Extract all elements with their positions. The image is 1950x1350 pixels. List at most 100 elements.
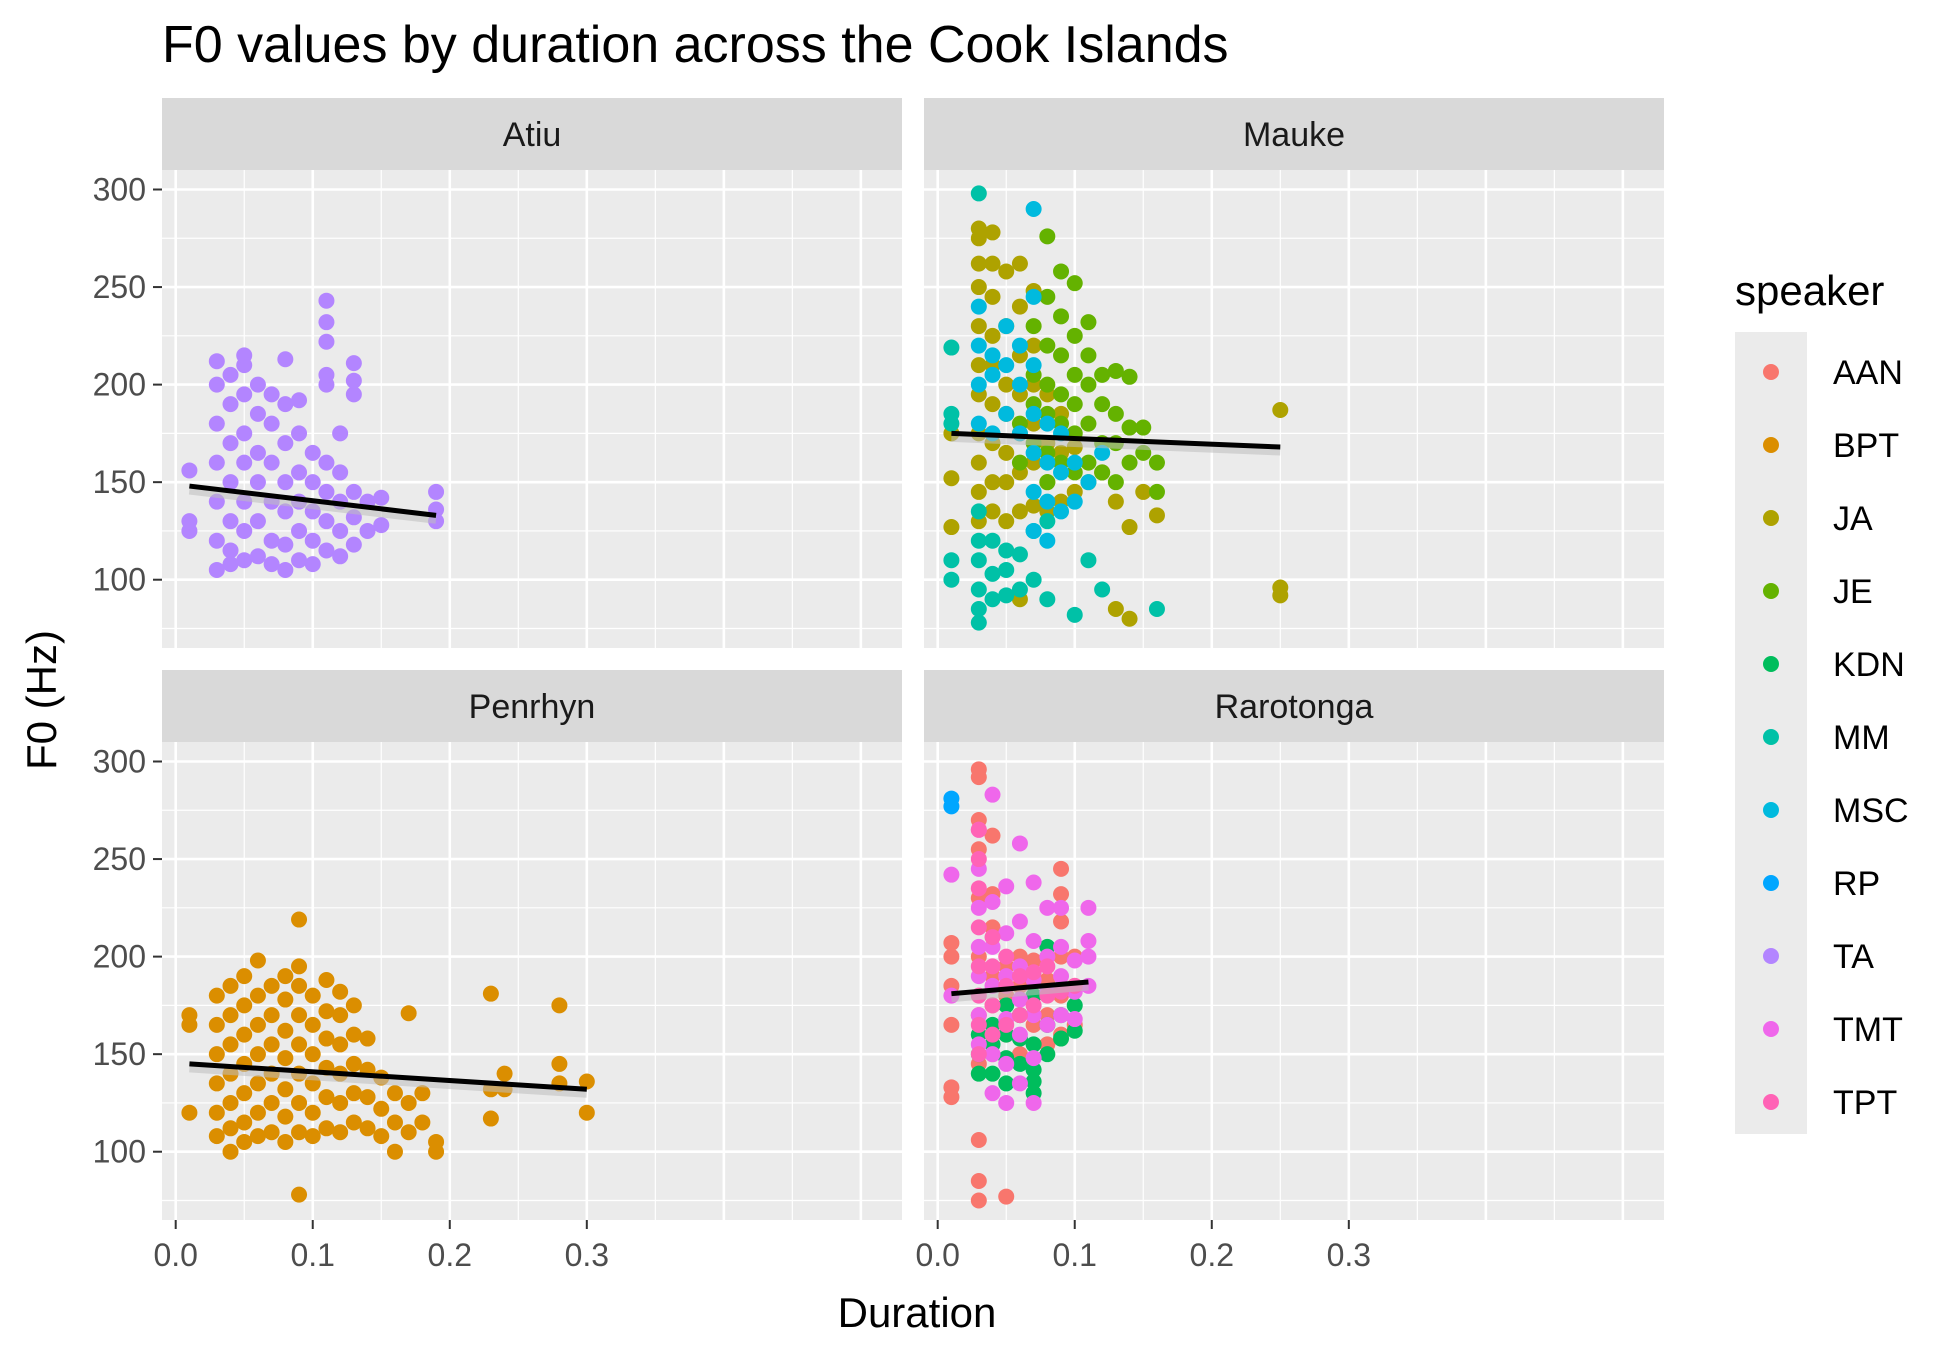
y-tick-label: 250 bbox=[93, 269, 146, 305]
facet-strip-label: Mauke bbox=[1243, 116, 1345, 154]
facet-panels: Atiu 100 150 200 250 300 Mauke Penrhyn 100 150 200… bbox=[93, 98, 1664, 1273]
data-point bbox=[181, 513, 198, 530]
legend-label: TA bbox=[1833, 938, 1874, 976]
data-point bbox=[1066, 366, 1083, 383]
data-point bbox=[984, 503, 1001, 520]
data-point bbox=[1121, 610, 1138, 627]
data-point bbox=[1011, 1026, 1028, 1043]
data-point bbox=[208, 1016, 225, 1033]
data-point bbox=[373, 489, 390, 506]
data-point bbox=[345, 1055, 362, 1072]
data-point bbox=[970, 337, 987, 354]
data-point bbox=[970, 454, 987, 471]
data-point bbox=[1094, 396, 1111, 413]
data-point bbox=[998, 587, 1015, 604]
facet-panel-rarotonga: Rarotonga 0.0 0.1 0.2 0.3 bbox=[915, 670, 1664, 1273]
data-point bbox=[998, 263, 1015, 280]
data-point bbox=[1025, 1094, 1042, 1111]
x-axis-title: Duration bbox=[838, 1289, 997, 1336]
facet-strip bbox=[924, 98, 1664, 170]
data-point bbox=[222, 1120, 239, 1137]
data-point bbox=[332, 1094, 349, 1111]
data-point bbox=[236, 347, 253, 364]
data-point bbox=[970, 958, 987, 975]
data-point bbox=[970, 1065, 987, 1082]
data-point bbox=[277, 991, 294, 1008]
data-point bbox=[249, 474, 266, 491]
data-point bbox=[984, 1046, 1001, 1063]
data-point bbox=[277, 561, 294, 578]
data-point bbox=[249, 1128, 266, 1145]
data-point bbox=[181, 1007, 198, 1024]
data-point bbox=[291, 464, 308, 481]
data-point bbox=[1107, 474, 1124, 491]
data-point bbox=[236, 997, 253, 1014]
data-point bbox=[304, 474, 321, 491]
data-point bbox=[222, 1007, 239, 1024]
data-point bbox=[304, 1104, 321, 1121]
legend-label: TPT bbox=[1833, 1084, 1897, 1122]
data-point bbox=[208, 532, 225, 549]
series-rp bbox=[943, 790, 960, 815]
data-point bbox=[1053, 1030, 1070, 1047]
data-point bbox=[970, 938, 987, 955]
series-ta bbox=[181, 292, 445, 578]
data-point bbox=[332, 1007, 349, 1024]
data-point bbox=[1039, 493, 1056, 510]
data-point bbox=[236, 425, 253, 442]
y-tick-label: 150 bbox=[93, 1036, 146, 1072]
legend-key-aan bbox=[1763, 364, 1779, 380]
legend-key-msc bbox=[1763, 802, 1779, 818]
data-point bbox=[345, 1026, 362, 1043]
data-point bbox=[222, 1143, 239, 1160]
data-point bbox=[1011, 1007, 1028, 1024]
data-point bbox=[277, 536, 294, 553]
data-point bbox=[1011, 1075, 1028, 1092]
data-point bbox=[984, 565, 1001, 582]
data-point bbox=[551, 997, 568, 1014]
data-point bbox=[1080, 415, 1097, 432]
data-point bbox=[998, 1075, 1015, 1092]
data-point bbox=[332, 983, 349, 1000]
data-point bbox=[1025, 405, 1042, 422]
data-point bbox=[943, 1016, 960, 1033]
data-point bbox=[304, 444, 321, 461]
data-point bbox=[1053, 899, 1070, 916]
data-point bbox=[222, 556, 239, 573]
data-point bbox=[222, 513, 239, 530]
data-point bbox=[345, 372, 362, 389]
data-point bbox=[1039, 415, 1056, 432]
data-point bbox=[1011, 835, 1028, 852]
data-point bbox=[1066, 327, 1083, 344]
legend-label: JE bbox=[1833, 573, 1873, 611]
data-point bbox=[345, 386, 362, 403]
data-point bbox=[1025, 444, 1042, 461]
legend-label: JA bbox=[1833, 500, 1873, 538]
data-point bbox=[1080, 948, 1097, 965]
data-point bbox=[998, 513, 1015, 530]
data-point bbox=[277, 474, 294, 491]
data-point bbox=[1039, 376, 1056, 393]
data-point bbox=[984, 532, 1001, 549]
data-point bbox=[208, 376, 225, 393]
data-point bbox=[318, 314, 335, 331]
data-point bbox=[277, 396, 294, 413]
data-point bbox=[304, 1046, 321, 1063]
data-point bbox=[249, 1016, 266, 1033]
data-point bbox=[970, 357, 987, 374]
data-point bbox=[208, 415, 225, 432]
data-point bbox=[1053, 860, 1070, 877]
y-tick-label: 150 bbox=[93, 464, 146, 500]
data-point bbox=[222, 1036, 239, 1053]
data-point bbox=[943, 519, 960, 536]
legend-label: MM bbox=[1833, 719, 1890, 757]
data-point bbox=[970, 1016, 987, 1033]
data-point bbox=[1066, 396, 1083, 413]
data-point bbox=[263, 977, 280, 994]
data-point bbox=[318, 1030, 335, 1047]
data-point bbox=[291, 1124, 308, 1141]
data-point bbox=[222, 542, 239, 559]
data-point bbox=[1066, 997, 1083, 1014]
trend-confidence-band bbox=[951, 432, 1281, 456]
data-point bbox=[1094, 581, 1111, 598]
